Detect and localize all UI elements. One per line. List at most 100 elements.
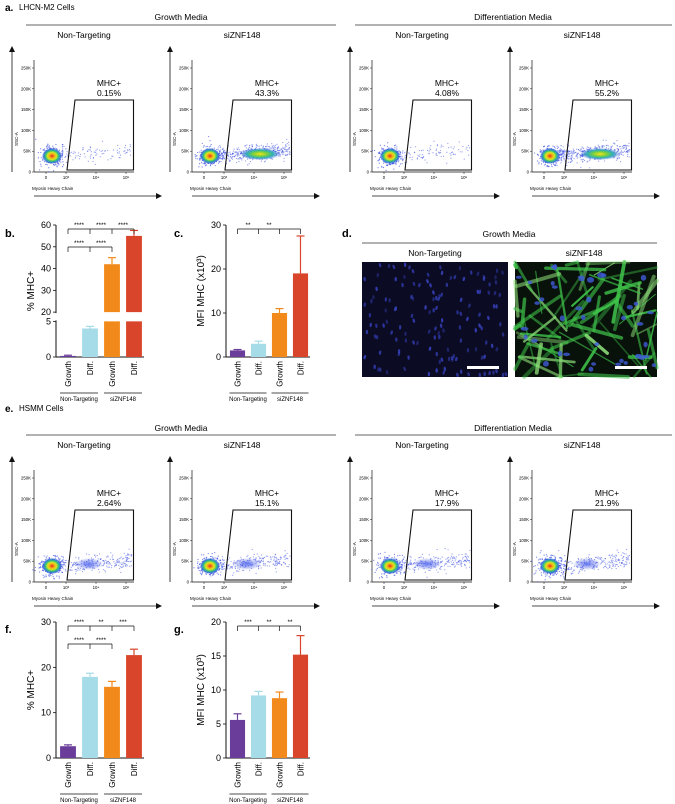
chart-xtick: Diff.	[86, 361, 95, 375]
chart-b: % MHC+ 0 520 30 40 50 60 Growth Diff. Growth Diff.…	[26, 220, 144, 403]
flow-ytick: 250K	[519, 476, 529, 481]
chart-ytick: 20	[211, 617, 221, 627]
group-label-nt: Non-Targeting	[60, 798, 98, 804]
flow-ytick: 250K	[179, 476, 189, 481]
flow-ytick: 250K	[359, 66, 369, 71]
flow-xtick: 0	[383, 585, 386, 590]
chart-ytick: 10	[211, 308, 221, 318]
flow-xtick: 10⁵	[461, 175, 468, 180]
chart-ylabel: MFI MHC (x10³)	[196, 654, 207, 726]
flow-x-label: Myosin Heavy Chain	[32, 186, 74, 191]
chart-ytick: 30	[41, 285, 51, 295]
gate-label: MHC+	[435, 78, 459, 88]
flow-xtick: 0	[543, 585, 546, 590]
chart-ytick: 0	[216, 352, 221, 362]
group-label-si: siZNF148	[277, 397, 304, 403]
flow-x-label: Myosin Heavy Chain	[190, 596, 232, 601]
flow-xtick: 10⁵	[461, 585, 468, 590]
flow-condition-title: Non-Targeting	[57, 30, 111, 40]
flow-xtick: 0	[383, 175, 386, 180]
flow-ytick: 0	[29, 170, 32, 175]
bar	[292, 273, 309, 357]
flow-plot-top-1: siZNF148 SSC-A Myosin Heavy Chain 250K 200K 1…	[167, 30, 320, 199]
panel-label-b: b.	[5, 228, 15, 240]
significance-brackets: **** ** ******* ****	[67, 619, 135, 649]
group-label-nt: Non-Targeting	[229, 798, 267, 804]
chart-xtick: Growth	[108, 762, 117, 788]
micro-title: Growth Media	[483, 229, 536, 239]
arrow-up-icon	[9, 46, 15, 52]
sig-stars: ****	[118, 222, 129, 229]
group-label-si: siZNF148	[277, 798, 304, 804]
flow-y-label: SSC-A	[172, 132, 177, 146]
flow-condition-title: siZNF148	[224, 30, 261, 40]
flow-xtick: 10⁵	[281, 585, 288, 590]
flow-ytick: 100K	[21, 538, 31, 543]
header-growth-bottom: Growth Media	[155, 423, 208, 433]
chart-ytick: 0	[216, 753, 221, 763]
flow-y-label: SSC-A	[352, 132, 357, 146]
flow-ytick: 200K	[179, 496, 189, 501]
chart-g: MFI MHC (x10³) 0 5 10 15 20 Growth Diff. Growth D…	[196, 617, 310, 804]
micrograph-left-bg	[362, 262, 508, 377]
flow-ytick: 200K	[359, 86, 369, 91]
bar	[229, 350, 246, 357]
group-label-si: siZNF148	[110, 798, 137, 804]
flow-ytick: 150K	[359, 517, 369, 522]
flow-ytick: 0	[527, 580, 530, 585]
flow-ytick: 100K	[519, 128, 529, 133]
sig-stars: ****	[74, 240, 85, 247]
flow-xtick: 10⁵	[281, 175, 288, 180]
bar	[104, 321, 120, 357]
flow-condition-title: Non-Targeting	[395, 440, 449, 450]
mhc-gate	[404, 509, 473, 581]
flow-xtick: 10³	[401, 585, 408, 590]
arrow-right-icon	[494, 193, 500, 199]
flow-y-label: SSC-A	[512, 542, 517, 556]
arrow-right-icon	[156, 193, 162, 199]
gate-label: MHC+	[97, 488, 121, 498]
header-diff-bottom: Differentiation Media	[474, 423, 552, 433]
sig-stars: ***	[119, 619, 127, 626]
flow-xtick: 10⁴	[93, 175, 100, 180]
flow-ytick: 0	[187, 580, 190, 585]
micrograph-siznf148	[513, 260, 659, 379]
bar	[126, 655, 142, 758]
flow-condition-title: siZNF148	[564, 440, 601, 450]
flow-x-label: Myosin Heavy Chain	[370, 186, 412, 191]
flow-xtick: 10⁴	[431, 585, 438, 590]
flow-xtick: 10⁴	[591, 585, 598, 590]
flow-xtick: 10³	[63, 585, 70, 590]
flow-ytick: 250K	[519, 66, 529, 71]
flow-condition-title: siZNF148	[224, 440, 261, 450]
flow-xtick: 10⁵	[123, 585, 130, 590]
flow-xtick: 10³	[221, 175, 228, 180]
chart-ytick: 40	[41, 264, 51, 274]
mhc-gate	[404, 99, 473, 171]
flow-xtick: 10³	[561, 585, 568, 590]
scale-bar	[467, 366, 499, 369]
chart-xtick: Diff.	[255, 762, 264, 776]
flow-xtick: 10³	[401, 175, 408, 180]
micro-label-right: siZNF148	[566, 248, 603, 258]
flow-ytick: 0	[29, 580, 32, 585]
flow-plot-bottom-2: Non-Targeting SSC-A Myosin Heavy Chain 250K…	[347, 440, 500, 609]
flow-y-label: SSC-A	[352, 542, 357, 556]
flow-ytick: 150K	[519, 107, 529, 112]
flow-ytick: 50K	[23, 149, 31, 154]
chart-f: % MHC+ 0 10 20 30 Growth Diff. Growth Diff. Non-T…	[26, 617, 144, 804]
flow-ytick: 200K	[21, 86, 31, 91]
gate-percent: 15.1%	[255, 498, 280, 508]
flow-xtick: 10³	[63, 175, 70, 180]
significance-brackets: ** **	[237, 222, 301, 234]
flow-ytick: 50K	[23, 559, 31, 564]
gate-percent: 17.9%	[435, 498, 460, 508]
bar	[250, 695, 267, 758]
flow-condition-title: Non-Targeting	[395, 30, 449, 40]
gate-label: MHC+	[595, 488, 619, 498]
flow-xtick: 0	[45, 175, 48, 180]
panel-label-e: e.	[5, 404, 14, 415]
chart-xtick: Diff.	[297, 361, 306, 375]
header-growth-top: Growth Media	[155, 12, 208, 22]
